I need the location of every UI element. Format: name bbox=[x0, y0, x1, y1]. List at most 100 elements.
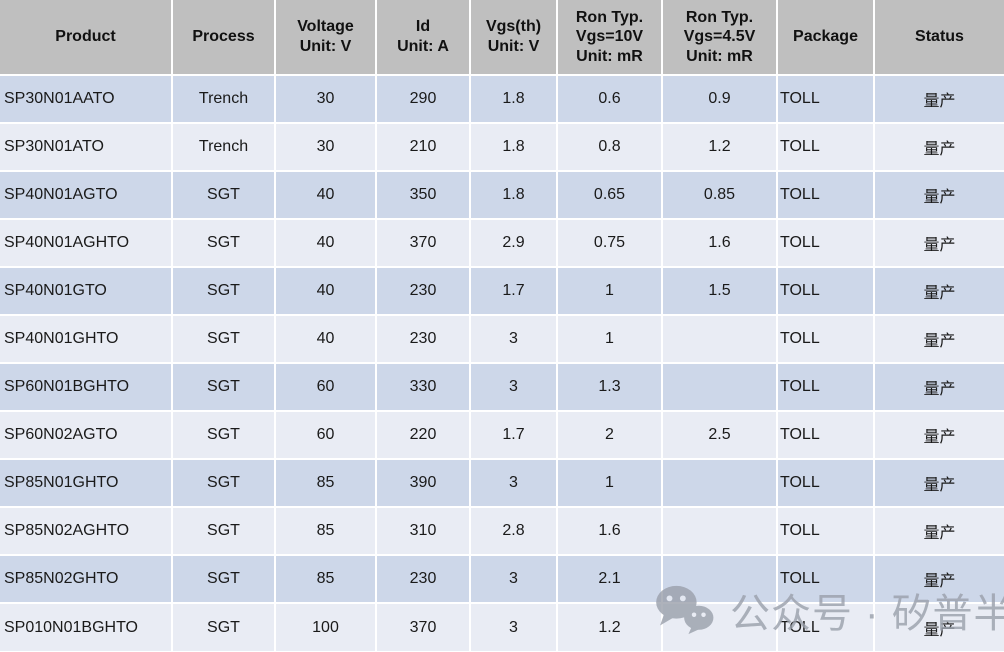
cell-product: SP85N01GHTO bbox=[0, 458, 173, 508]
cell-id: 210 bbox=[375, 122, 471, 172]
cell-product: SP40N01GHTO bbox=[0, 314, 173, 364]
cell-voltage: 60 bbox=[274, 362, 377, 412]
cell-id: 390 bbox=[375, 458, 471, 508]
cell-ron-4v5: 2.5 bbox=[661, 410, 778, 460]
cell-vgs-th: 2.9 bbox=[469, 218, 558, 268]
col-header-ron-10v: Ron Typ. Vgs=10V Unit: mR bbox=[556, 0, 663, 76]
cell-status: 量产 bbox=[873, 170, 1004, 220]
col-header-process: Process bbox=[171, 0, 276, 76]
cell-package: TOLL bbox=[776, 170, 875, 220]
cell-voltage: 85 bbox=[274, 458, 377, 508]
cell-package: TOLL bbox=[776, 362, 875, 412]
cell-package: TOLL bbox=[776, 122, 875, 172]
cell-package: TOLL bbox=[776, 602, 875, 651]
cell-id: 310 bbox=[375, 506, 471, 556]
cell-status: 量产 bbox=[873, 410, 1004, 460]
cell-product: SP85N02AGHTO bbox=[0, 506, 173, 556]
cell-ron-10v: 1.3 bbox=[556, 362, 663, 412]
cell-vgs-th: 1.8 bbox=[469, 122, 558, 172]
cell-process: SGT bbox=[171, 314, 276, 364]
cell-product: SP40N01AGTO bbox=[0, 170, 173, 220]
header-row: Product Process Voltage Unit: V Id Unit:… bbox=[0, 0, 1004, 76]
col-header-vgs-th: Vgs(th) Unit: V bbox=[469, 0, 558, 76]
table-row: SP85N02AGHTO SGT 85 310 2.8 1.6 TOLL 量产 bbox=[0, 506, 1004, 556]
cell-ron-10v: 1 bbox=[556, 314, 663, 364]
cell-ron-4v5 bbox=[661, 506, 778, 556]
cell-status: 量产 bbox=[873, 266, 1004, 316]
cell-process: SGT bbox=[171, 266, 276, 316]
table-row: SP60N02AGTO SGT 60 220 1.7 2 2.5 TOLL 量产 bbox=[0, 410, 1004, 460]
cell-ron-10v: 0.65 bbox=[556, 170, 663, 220]
table-row: SP60N01BGHTO SGT 60 330 3 1.3 TOLL 量产 bbox=[0, 362, 1004, 412]
cell-vgs-th: 2.8 bbox=[469, 506, 558, 556]
cell-id: 230 bbox=[375, 554, 471, 604]
cell-status: 量产 bbox=[873, 506, 1004, 556]
cell-id: 330 bbox=[375, 362, 471, 412]
cell-id: 370 bbox=[375, 218, 471, 268]
cell-voltage: 40 bbox=[274, 218, 377, 268]
table-row: SP30N01ATO Trench 30 210 1.8 0.8 1.2 TOL… bbox=[0, 122, 1004, 172]
cell-id: 290 bbox=[375, 74, 471, 124]
cell-voltage: 85 bbox=[274, 506, 377, 556]
col-header-voltage: Voltage Unit: V bbox=[274, 0, 377, 76]
cell-status: 量产 bbox=[873, 74, 1004, 124]
col-header-product: Product bbox=[0, 0, 173, 76]
cell-ron-10v: 0.6 bbox=[556, 74, 663, 124]
cell-ron-4v5 bbox=[661, 314, 778, 364]
table-row: SP40N01GTO SGT 40 230 1.7 1 1.5 TOLL 量产 bbox=[0, 266, 1004, 316]
cell-package: TOLL bbox=[776, 506, 875, 556]
cell-vgs-th: 1.7 bbox=[469, 410, 558, 460]
cell-voltage: 40 bbox=[274, 314, 377, 364]
cell-status: 量产 bbox=[873, 218, 1004, 268]
cell-vgs-th: 1.8 bbox=[469, 74, 558, 124]
cell-id: 230 bbox=[375, 266, 471, 316]
cell-product: SP60N02AGTO bbox=[0, 410, 173, 460]
cell-process: SGT bbox=[171, 410, 276, 460]
cell-voltage: 30 bbox=[274, 74, 377, 124]
table-row: SP85N01GHTO SGT 85 390 3 1 TOLL 量产 bbox=[0, 458, 1004, 508]
cell-process: SGT bbox=[171, 602, 276, 651]
cell-product: SP40N01GTO bbox=[0, 266, 173, 316]
cell-package: TOLL bbox=[776, 218, 875, 268]
cell-ron-4v5: 1.6 bbox=[661, 218, 778, 268]
cell-id: 350 bbox=[375, 170, 471, 220]
cell-vgs-th: 3 bbox=[469, 362, 558, 412]
cell-process: Trench bbox=[171, 122, 276, 172]
cell-package: TOLL bbox=[776, 554, 875, 604]
cell-ron-4v5 bbox=[661, 602, 778, 651]
cell-product: SP85N02GHTO bbox=[0, 554, 173, 604]
cell-id: 230 bbox=[375, 314, 471, 364]
cell-ron-4v5 bbox=[661, 554, 778, 604]
cell-ron-10v: 0.8 bbox=[556, 122, 663, 172]
table-row: SP30N01AATO Trench 30 290 1.8 0.6 0.9 TO… bbox=[0, 74, 1004, 124]
cell-ron-10v: 2.1 bbox=[556, 554, 663, 604]
table-row: SP40N01AGHTO SGT 40 370 2.9 0.75 1.6 TOL… bbox=[0, 218, 1004, 268]
cell-status: 量产 bbox=[873, 554, 1004, 604]
cell-ron-10v: 2 bbox=[556, 410, 663, 460]
cell-vgs-th: 1.7 bbox=[469, 266, 558, 316]
table-row: SP40N01AGTO SGT 40 350 1.8 0.65 0.85 TOL… bbox=[0, 170, 1004, 220]
cell-status: 量产 bbox=[873, 458, 1004, 508]
col-header-status: Status bbox=[873, 0, 1004, 76]
cell-ron-4v5: 1.5 bbox=[661, 266, 778, 316]
cell-product: SP60N01BGHTO bbox=[0, 362, 173, 412]
cell-ron-10v: 0.75 bbox=[556, 218, 663, 268]
cell-ron-10v: 1.2 bbox=[556, 602, 663, 651]
cell-vgs-th: 3 bbox=[469, 602, 558, 651]
cell-voltage: 85 bbox=[274, 554, 377, 604]
cell-voltage: 30 bbox=[274, 122, 377, 172]
cell-id: 220 bbox=[375, 410, 471, 460]
col-header-id: Id Unit: A bbox=[375, 0, 471, 76]
cell-process: SGT bbox=[171, 554, 276, 604]
cell-vgs-th: 1.8 bbox=[469, 170, 558, 220]
cell-vgs-th: 3 bbox=[469, 458, 558, 508]
cell-vgs-th: 3 bbox=[469, 314, 558, 364]
cell-ron-4v5 bbox=[661, 458, 778, 508]
cell-status: 量产 bbox=[873, 362, 1004, 412]
cell-package: TOLL bbox=[776, 74, 875, 124]
cell-status: 量产 bbox=[873, 602, 1004, 651]
cell-ron-4v5 bbox=[661, 362, 778, 412]
cell-ron-4v5: 1.2 bbox=[661, 122, 778, 172]
